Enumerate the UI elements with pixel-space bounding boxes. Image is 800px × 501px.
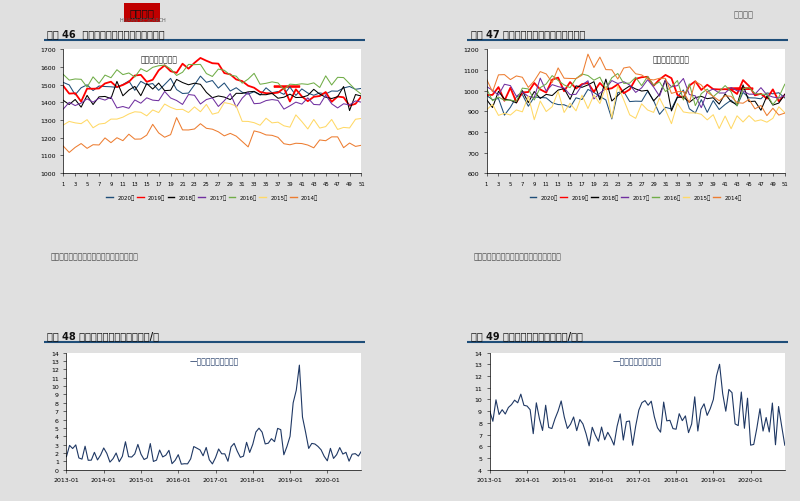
Text: HUAAN RESEARCH: HUAAN RESEARCH bbox=[119, 18, 166, 23]
Text: 华安证券: 华安证券 bbox=[130, 8, 155, 18]
Text: 资料来源：禽业养殖协会、华安证券研究所: 资料来源：禽业养殖协会、华安证券研究所 bbox=[50, 252, 138, 261]
Text: 行业研究: 行业研究 bbox=[734, 11, 754, 20]
Text: 图表 46  在产父母代肉种鸡存栏量，万套: 图表 46 在产父母代肉种鸡存栏量，万套 bbox=[47, 29, 165, 39]
Text: 资料来源：禽业养殖协会、华安证券研究所: 资料来源：禽业养殖协会、华安证券研究所 bbox=[474, 252, 562, 261]
Text: 图表 49 白羽肉鸡主产区均价，元/公斤: 图表 49 白羽肉鸡主产区均价，元/公斤 bbox=[470, 330, 582, 340]
Text: 图表 48 商品代鸡苗价格走势图，元/羽: 图表 48 商品代鸡苗价格走势图，元/羽 bbox=[47, 330, 159, 340]
Text: 图表 47 后备父母代肉种鸡存栏量，万套: 图表 47 后备父母代肉种鸡存栏量，万套 bbox=[470, 29, 585, 39]
